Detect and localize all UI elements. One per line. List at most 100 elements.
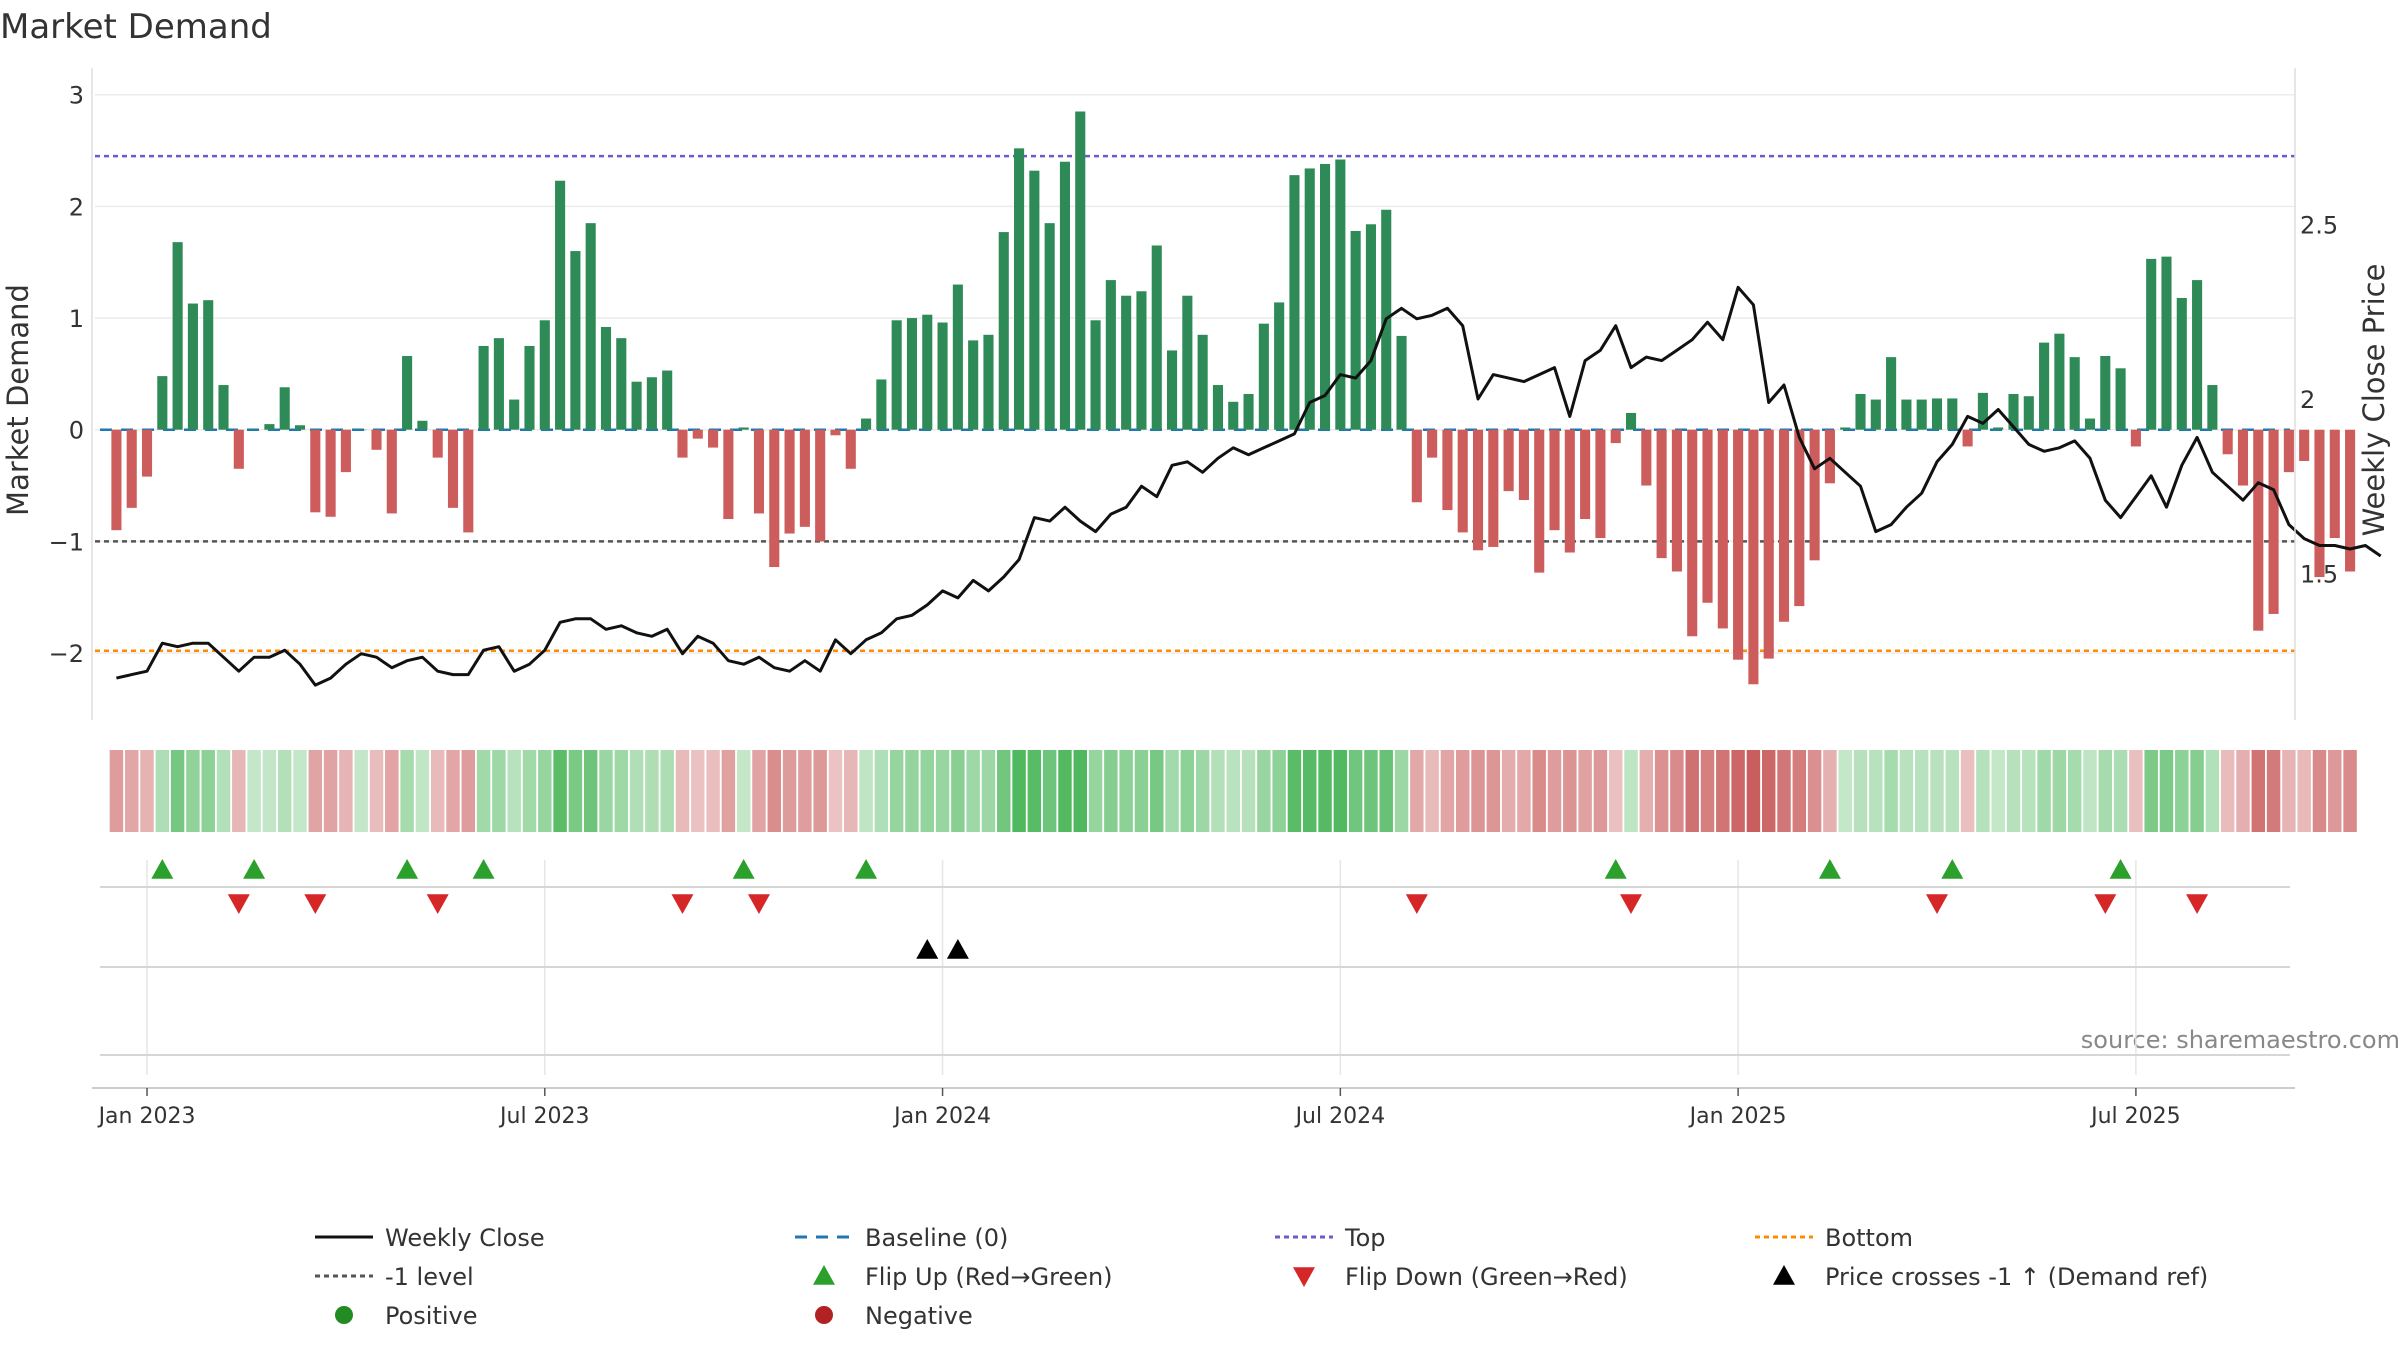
heat-cell-69 <box>1165 750 1179 832</box>
heat-cell-74 <box>1241 750 1256 832</box>
heat-cell-25 <box>492 750 506 832</box>
demand-bar-2 <box>141 429 153 477</box>
heat-cell-127 <box>2052 750 2067 832</box>
demand-bar-73 <box>1228 401 1239 430</box>
demand-bar-28 <box>539 320 550 430</box>
demand-bar-25 <box>493 338 504 430</box>
demand-bar-20 <box>417 420 428 430</box>
heat-cell-37 <box>675 750 690 832</box>
demand-bar-116 <box>1886 357 1897 430</box>
heat-cell-1 <box>124 750 139 832</box>
heat-cell-26 <box>507 750 521 832</box>
demand-bar-77 <box>1289 175 1300 430</box>
demand-bar-138 <box>2222 429 2233 455</box>
demand-bar-33 <box>616 338 627 430</box>
demand-bar-13 <box>310 429 321 513</box>
flip-up-marker-7 <box>1818 859 1841 879</box>
heat-cell-39 <box>706 750 720 832</box>
demand-bar-59 <box>1014 148 1025 430</box>
heat-cell-131 <box>2113 750 2128 832</box>
heat-cell-59 <box>1012 750 1026 832</box>
heat-cell-22 <box>446 750 460 832</box>
heat-cell-109 <box>1777 750 1791 832</box>
demand-bar-78 <box>1304 168 1315 430</box>
legend-item-positive-dot: Positive <box>335 1302 478 1330</box>
heat-cell-137 <box>2205 750 2220 832</box>
demand-bar-56 <box>968 340 979 430</box>
heat-cell-36 <box>660 750 674 832</box>
heat-cell-99 <box>1624 750 1638 832</box>
demand-bar-38 <box>692 429 703 439</box>
heat-cell-52 <box>905 750 919 832</box>
heat-cell-55 <box>951 750 965 832</box>
flip-down-marker-0 <box>227 894 250 914</box>
demand-bar-110 <box>1794 429 1805 607</box>
flip-down-marker-8 <box>2094 894 2117 914</box>
heat-cell-117 <box>1899 750 1914 832</box>
heat-cell-46 <box>813 750 827 832</box>
demand-bar-103 <box>1687 429 1698 637</box>
demand-bar-27 <box>524 345 535 430</box>
demand-bar-122 <box>1977 392 1988 430</box>
heat-cell-67 <box>1134 750 1149 832</box>
demand-bar-90 <box>1488 429 1499 547</box>
heat-cell-28 <box>538 750 552 832</box>
heat-cell-31 <box>583 750 598 832</box>
flip-up-marker-9 <box>2109 859 2132 879</box>
demand-bar-9 <box>249 429 260 431</box>
heat-cell-107 <box>1746 750 1761 832</box>
heat-cell-86 <box>1425 750 1439 832</box>
demand-bar-106 <box>1733 429 1744 660</box>
demand-bar-94 <box>1549 429 1560 531</box>
heat-cell-103 <box>1685 750 1699 832</box>
demand-bar-133 <box>2146 258 2157 430</box>
heat-cell-120 <box>1945 750 1960 832</box>
heat-cell-20 <box>415 750 430 832</box>
flip-down-marker-3 <box>671 894 694 914</box>
heat-cell-75 <box>1257 750 1271 832</box>
heat-cell-18 <box>385 750 399 832</box>
x-tick-label-0: Jan 2023 <box>97 1104 196 1129</box>
demand-bar-76 <box>1274 302 1285 430</box>
chart-title: Market Demand <box>0 7 272 47</box>
heat-cell-49 <box>859 750 873 832</box>
legend-label: Flip Up (Red→Green) <box>865 1263 1113 1291</box>
heat-cell-118 <box>1914 750 1929 832</box>
heat-cell-5 <box>186 750 200 832</box>
heat-cell-23 <box>461 750 476 832</box>
flip-up-marker-1 <box>243 859 266 879</box>
heat-cell-54 <box>935 750 950 832</box>
demand-bar-136 <box>2192 280 2203 430</box>
demand-bar-50 <box>876 379 887 430</box>
demand-bar-22 <box>447 429 459 508</box>
demand-bar-70 <box>1182 295 1193 430</box>
demand-bar-93 <box>1534 429 1545 573</box>
demand-bar-62 <box>1059 161 1071 430</box>
demand-bar-88 <box>1457 429 1468 533</box>
legend-swatch-circle <box>815 1306 833 1324</box>
source-note: source: sharemaestro.com <box>2081 1026 2400 1054</box>
demand-bar-42 <box>753 429 765 514</box>
heat-cell-94 <box>1547 750 1562 832</box>
heat-cell-121 <box>1960 750 1975 832</box>
heat-cell-57 <box>981 750 996 832</box>
heat-cell-146 <box>2343 750 2357 832</box>
heat-cell-51 <box>889 750 904 832</box>
heat-cell-19 <box>400 750 414 832</box>
heat-cell-14 <box>323 750 338 832</box>
demand-bar-39 <box>708 429 719 448</box>
left-tick-label-0: 3 <box>69 82 84 110</box>
heat-cell-82 <box>1364 750 1378 832</box>
demand-bar-41 <box>738 427 749 430</box>
demand-bar-121 <box>1962 429 1973 447</box>
demand-bar-72 <box>1212 385 1223 430</box>
heat-cell-90 <box>1486 750 1501 832</box>
legend-label: Top <box>1344 1224 1386 1252</box>
price-cross-marker-1 <box>946 939 969 959</box>
x-tick-label-3: Jul 2024 <box>1294 1104 1386 1129</box>
heat-cell-16 <box>354 750 368 832</box>
demand-bar-100 <box>1641 429 1652 486</box>
demand-bar-44 <box>784 429 795 534</box>
heat-cell-47 <box>828 750 843 832</box>
demand-bar-98 <box>1610 429 1621 444</box>
